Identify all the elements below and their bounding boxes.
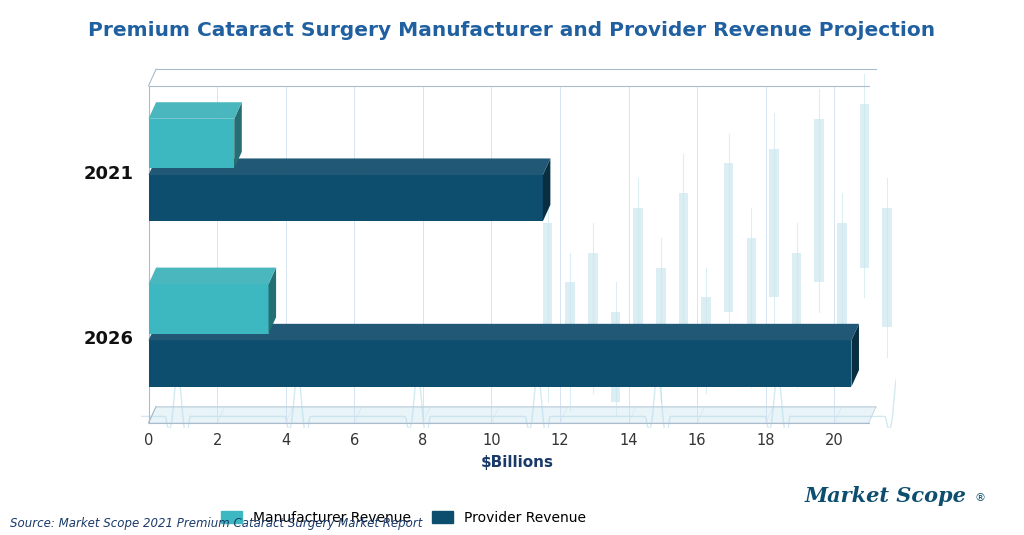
Bar	[701, 297, 711, 372]
Bar	[837, 223, 847, 342]
Bar	[610, 312, 621, 402]
Polygon shape	[148, 407, 877, 423]
Polygon shape	[543, 158, 550, 221]
Bar	[148, 175, 543, 221]
Bar	[634, 208, 643, 342]
Bar	[565, 282, 575, 387]
Bar	[769, 149, 778, 297]
Text: Market Scope: Market Scope	[805, 486, 967, 506]
Bar	[148, 284, 268, 334]
Polygon shape	[148, 324, 859, 340]
Bar	[679, 193, 688, 327]
X-axis label: $Billions: $Billions	[480, 455, 554, 470]
Polygon shape	[148, 102, 242, 119]
Bar	[148, 340, 851, 387]
Bar	[950, 74, 959, 238]
Legend: Manufacturer Revenue, Provider Revenue: Manufacturer Revenue, Provider Revenue	[215, 505, 592, 530]
Bar	[883, 208, 892, 327]
Polygon shape	[234, 102, 242, 169]
Polygon shape	[851, 324, 859, 387]
Text: Premium Cataract Surgery Manufacturer and Provider Revenue Projection: Premium Cataract Surgery Manufacturer an…	[88, 21, 936, 41]
Text: Source: Market Scope 2021 Premium Cataract Surgery Market Report: Source: Market Scope 2021 Premium Catara…	[10, 517, 423, 530]
Bar	[588, 253, 598, 372]
Polygon shape	[148, 158, 550, 175]
Bar	[928, 178, 937, 312]
Bar	[814, 119, 824, 282]
Bar	[148, 119, 234, 169]
Bar	[724, 163, 733, 312]
Polygon shape	[148, 268, 276, 284]
Polygon shape	[268, 268, 276, 334]
Bar	[973, 155, 982, 297]
Bar	[792, 253, 802, 363]
Text: ®: ®	[975, 493, 986, 503]
Bar	[746, 238, 756, 357]
Bar	[543, 223, 552, 357]
Bar	[860, 104, 869, 268]
Bar	[905, 89, 914, 253]
Bar	[656, 268, 666, 387]
